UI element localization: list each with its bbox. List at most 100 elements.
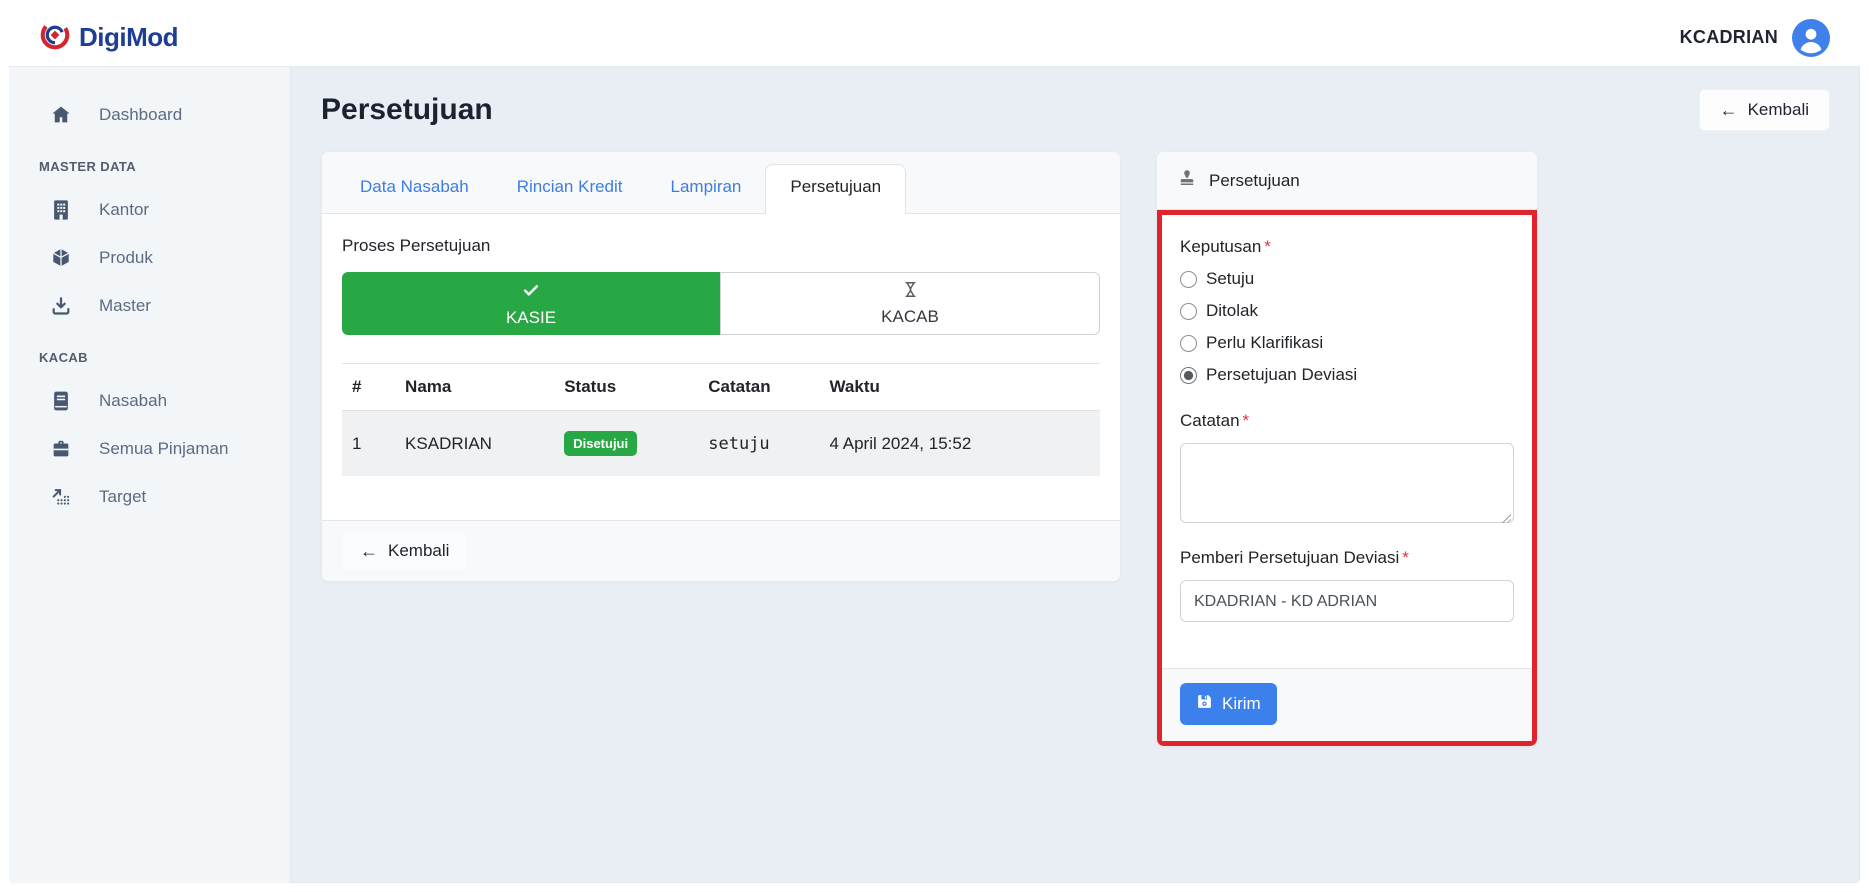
sidebar-item-label: Nasabah xyxy=(99,391,168,410)
sidebar-item-master[interactable]: Master xyxy=(9,282,290,330)
submit-button[interactable]: Kirim xyxy=(1180,683,1277,725)
briefcase-icon xyxy=(49,438,73,460)
back-arrow-icon: ← xyxy=(1719,100,1738,120)
submit-button-label: Kirim xyxy=(1222,694,1261,713)
radio-perlu-klarifikasi[interactable] xyxy=(1180,334,1197,352)
col-header-nama: Nama xyxy=(395,363,555,411)
approval-form-header: Persetujuan xyxy=(1157,152,1537,210)
tab-bar: Data Nasabah Rincian Kredit Lampiran Per… xyxy=(322,152,1120,214)
radio-label: Perlu Klarifikasi xyxy=(1206,333,1324,352)
approver-select-wrap: KDADRIAN - KD ADRIAN xyxy=(1180,580,1514,622)
digimod-logo-icon xyxy=(39,19,71,56)
save-icon xyxy=(1196,693,1213,715)
process-label: Proses Persetujuan xyxy=(342,236,491,255)
cell-status: Disetujui xyxy=(554,410,699,476)
approval-form-footer: Kirim xyxy=(1162,668,1532,741)
main-content: Persetujuan ← Kembali Data Nasabah Rinci… xyxy=(291,67,1860,883)
radio-label: Persetujuan Deviasi xyxy=(1206,365,1358,384)
back-button-label: Kembali xyxy=(1747,100,1809,119)
tab-content: Proses Persetujuan KASIE xyxy=(322,214,1120,520)
approval-form-card: Persetujuan Keputusan * Setuju xyxy=(1156,151,1538,747)
approval-detail-card: Data Nasabah Rincian Kredit Lampiran Per… xyxy=(321,151,1121,582)
sidebar-item-dashboard[interactable]: Dashboard xyxy=(9,91,290,139)
hourglass-icon xyxy=(901,280,920,304)
sidebar-item-nasabah[interactable]: Nasabah xyxy=(9,377,290,425)
building-icon xyxy=(49,199,73,221)
step-kasie: KASIE xyxy=(342,272,720,335)
tab-rincian-kredit[interactable]: Rincian Kredit xyxy=(516,177,623,196)
required-marker: * xyxy=(1242,411,1250,430)
page-title: Persetujuan xyxy=(321,93,493,126)
required-marker: * xyxy=(1264,237,1271,256)
cell-nama: KSADRIAN xyxy=(395,410,555,476)
radio-option-persetujuan-deviasi[interactable]: Persetujuan Deviasi xyxy=(1180,365,1514,385)
radio-setuju[interactable] xyxy=(1180,270,1197,288)
sidebar-item-label: Semua Pinjaman xyxy=(99,439,229,458)
check-icon xyxy=(521,280,541,305)
download-icon xyxy=(49,295,73,317)
highlighted-form-region: Keputusan * Setuju Ditolak xyxy=(1157,210,1537,746)
table-header-row: # Nama Status Catatan Waktu xyxy=(342,363,1100,411)
tab-data-nasabah[interactable]: Data Nasabah xyxy=(360,177,469,196)
note-textarea[interactable] xyxy=(1180,443,1514,523)
page-header: Persetujuan ← Kembali xyxy=(321,89,1830,131)
col-header-no: # xyxy=(342,363,396,411)
cell-no: 1 xyxy=(342,410,396,476)
step-label: KACAB xyxy=(881,307,939,326)
sidebar-section-kacab: KACAB xyxy=(39,350,88,365)
note-label: Catatan * xyxy=(1180,411,1250,430)
stamp-icon xyxy=(1177,168,1197,193)
home-icon xyxy=(49,104,73,126)
approver-select[interactable]: KDADRIAN - KD ADRIAN xyxy=(1180,580,1514,622)
radio-ditolak[interactable] xyxy=(1180,302,1197,320)
user-menu[interactable]: KCADRIAN xyxy=(1679,18,1830,57)
step-kacab: KACAB xyxy=(720,272,1100,335)
radio-option-ditolak[interactable]: Ditolak xyxy=(1180,301,1514,321)
tab-persetujuan[interactable]: Persetujuan xyxy=(765,164,907,214)
table-row: 1 KSADRIAN Disetujui setuju 4 April 2024… xyxy=(342,410,1100,476)
back-arrow-icon: ← xyxy=(360,541,378,561)
trending-dots-icon xyxy=(49,486,73,508)
radio-option-perlu-klarifikasi[interactable]: Perlu Klarifikasi xyxy=(1180,333,1514,353)
radio-option-setuju[interactable]: Setuju xyxy=(1180,269,1514,289)
sidebar-item-semua-pinjaman[interactable]: Semua Pinjaman xyxy=(9,425,290,473)
sidebar-item-kantor[interactable]: Kantor xyxy=(9,186,290,234)
brand[interactable]: DigiMod xyxy=(39,19,179,56)
username-label: KCADRIAN xyxy=(1679,27,1778,47)
cube-icon xyxy=(49,247,73,269)
sidebar-item-label: Dashboard xyxy=(99,105,183,124)
col-header-catatan: Catatan xyxy=(698,363,820,411)
sidebar-item-label: Produk xyxy=(99,248,153,267)
sidebar-item-label: Master xyxy=(99,296,151,315)
approval-form-title: Persetujuan xyxy=(1209,170,1300,190)
user-avatar-icon[interactable] xyxy=(1792,18,1830,57)
step-label: KASIE xyxy=(505,307,557,327)
back-button-label: Kembali xyxy=(388,541,450,560)
sidebar-item-label: Kantor xyxy=(99,200,150,219)
back-button-top[interactable]: ← Kembali xyxy=(1698,89,1830,131)
sidebar-item-produk[interactable]: Produk xyxy=(9,234,290,282)
back-button-bottom[interactable]: ← Kembali xyxy=(342,532,468,570)
col-header-status: Status xyxy=(554,363,699,411)
radio-label: Ditolak xyxy=(1206,301,1258,320)
sidebar-nav: Dashboard MASTER DATA Kantor Produk xyxy=(9,91,290,521)
cell-catatan: setuju xyxy=(698,410,820,476)
approver-label: Pemberi Persetujuan Deviasi * xyxy=(1180,548,1409,567)
brand-name: DigiMod xyxy=(79,22,179,52)
radio-label: Setuju xyxy=(1206,269,1255,288)
tab-lampiran[interactable]: Lampiran xyxy=(670,177,742,196)
approval-history-table: # Nama Status Catatan Waktu 1 xyxy=(342,363,1100,476)
col-header-waktu: Waktu xyxy=(819,363,1100,411)
book-icon xyxy=(49,390,73,412)
sidebar-item-target[interactable]: Target xyxy=(9,473,290,521)
radio-persetujuan-deviasi[interactable] xyxy=(1180,366,1197,384)
top-header: DigiMod KCADRIAN xyxy=(9,9,1860,67)
cell-waktu: 4 April 2024, 15:52 xyxy=(819,410,1100,476)
sidebar-item-label: Target xyxy=(99,487,147,506)
approval-steps: KASIE KACAB xyxy=(342,272,1100,335)
card-footer: ← Kembali xyxy=(322,520,1120,581)
required-marker: * xyxy=(1402,548,1409,567)
sidebar: Dashboard MASTER DATA Kantor Produk xyxy=(9,67,291,883)
decision-label: Keputusan * xyxy=(1180,237,1271,256)
